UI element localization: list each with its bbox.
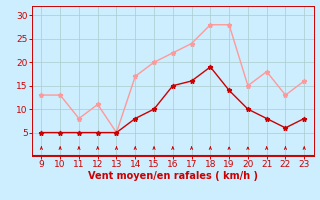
X-axis label: Vent moyen/en rafales ( km/h ): Vent moyen/en rafales ( km/h ) xyxy=(88,171,258,181)
